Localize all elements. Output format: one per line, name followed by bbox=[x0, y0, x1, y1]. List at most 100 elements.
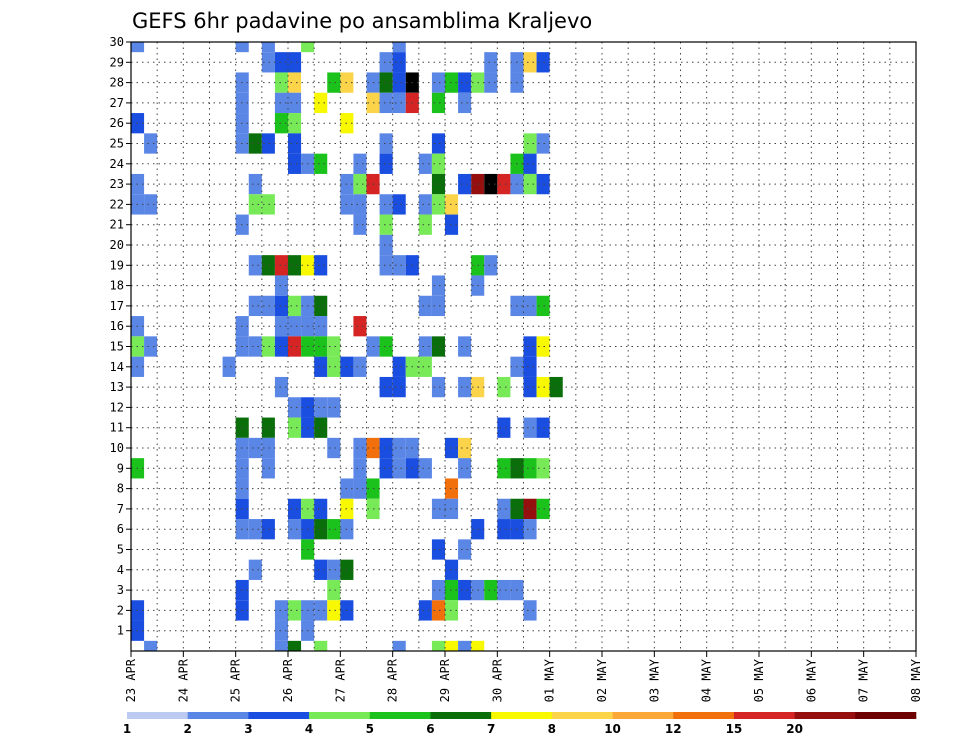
heatmap-cell bbox=[458, 173, 472, 195]
heatmap-cell bbox=[379, 52, 393, 73]
heatmap-cell bbox=[392, 42, 406, 53]
heatmap-cell bbox=[431, 579, 445, 601]
heatmap-cell bbox=[497, 519, 511, 540]
heatmap-cell bbox=[458, 92, 472, 114]
heatmap-cell bbox=[353, 316, 367, 337]
heatmap-cell bbox=[274, 620, 288, 641]
grid-lines bbox=[131, 41, 916, 651]
heatmap-cell bbox=[497, 458, 511, 479]
heatmap-cell bbox=[536, 376, 550, 398]
heatmap-cell bbox=[274, 72, 288, 93]
heatmap-cell bbox=[301, 42, 315, 53]
heatmap-cell bbox=[458, 437, 472, 459]
heatmap-cell bbox=[445, 579, 459, 601]
heatmap-cell bbox=[327, 336, 341, 357]
x-tick-label: 04 MAY bbox=[700, 658, 714, 702]
heatmap-cell bbox=[274, 640, 288, 651]
heatmap-cell bbox=[235, 42, 249, 53]
heatmap-cell bbox=[445, 437, 459, 459]
heatmap-cell bbox=[523, 336, 537, 357]
colorbar-swatch bbox=[127, 712, 188, 719]
heatmap-cell bbox=[327, 72, 341, 93]
heatmap-cell bbox=[445, 640, 459, 651]
y-tick-label: 15 bbox=[110, 340, 124, 354]
colorbar-label: 10 bbox=[604, 722, 621, 736]
heatmap-cell bbox=[248, 519, 262, 540]
heatmap-cell bbox=[523, 458, 537, 479]
heatmap-cell bbox=[392, 255, 406, 276]
x-tick-label: 08 MAY bbox=[909, 658, 923, 702]
colorbar-swatch bbox=[551, 712, 613, 719]
y-tick-label: 28 bbox=[110, 76, 124, 90]
heatmap-cell bbox=[392, 194, 406, 215]
heatmap-cell bbox=[379, 214, 393, 235]
heatmap-cell bbox=[288, 640, 302, 651]
heatmap-cell bbox=[497, 417, 511, 438]
heatmap-cell bbox=[314, 640, 328, 651]
heatmap-cell bbox=[248, 173, 262, 195]
heatmap-cell bbox=[261, 519, 275, 540]
colorbar-swatch bbox=[612, 712, 674, 719]
heatmap-cell bbox=[288, 498, 302, 520]
heatmap-cell bbox=[379, 376, 393, 398]
heatmap-cell bbox=[314, 397, 328, 418]
heatmap-cell bbox=[261, 458, 275, 479]
heatmap-cell bbox=[536, 295, 550, 317]
colorbar-swatch bbox=[309, 712, 371, 719]
heatmap-cell bbox=[497, 376, 511, 398]
heatmap-cell bbox=[418, 336, 432, 357]
y-tick-label: 18 bbox=[110, 279, 124, 293]
heatmap-cell bbox=[536, 336, 550, 357]
y-tick-label: 4 bbox=[117, 563, 124, 577]
heatmap-cell bbox=[458, 579, 472, 601]
heatmap-cell bbox=[288, 316, 302, 337]
heatmap-cell bbox=[327, 356, 341, 377]
heatmap-cell bbox=[392, 458, 406, 479]
heatmap-cell bbox=[431, 173, 445, 195]
heatmap-cell bbox=[288, 295, 302, 317]
heatmap-cell bbox=[261, 133, 275, 154]
heatmap-cell bbox=[353, 153, 367, 174]
heatmap-cell bbox=[445, 559, 459, 580]
y-tick-label: 27 bbox=[110, 96, 124, 110]
chart-title: GEFS 6hr padavine po ansamblima Kraljevo bbox=[132, 9, 592, 33]
colorbar-label: 5 bbox=[366, 722, 374, 736]
colorbar: 1 2 3 4 5 6 7 8 10 12 15 20 bbox=[123, 712, 917, 736]
y-tick-label: 29 bbox=[110, 55, 124, 69]
heatmap-cell bbox=[274, 275, 288, 296]
heatmap-cell bbox=[431, 133, 445, 154]
heatmap-cell bbox=[431, 194, 445, 215]
heatmap-cell bbox=[379, 92, 393, 114]
heatmap-cell bbox=[379, 437, 393, 459]
heatmap-cell bbox=[314, 295, 328, 317]
heatmap-cell bbox=[248, 336, 262, 357]
heatmap-cell bbox=[248, 295, 262, 317]
y-tick-label: 10 bbox=[110, 441, 124, 455]
heatmap-cell bbox=[353, 458, 367, 479]
heatmap-cell bbox=[418, 295, 432, 317]
heatmap-cell bbox=[497, 579, 511, 601]
heatmap-cell bbox=[523, 498, 537, 520]
heatmap-cell bbox=[431, 72, 445, 93]
heatmap-cell bbox=[353, 437, 367, 459]
heatmap-cell bbox=[379, 194, 393, 215]
heatmap-cell bbox=[327, 397, 341, 418]
heatmap-cell bbox=[418, 356, 432, 377]
heatmap-cell bbox=[327, 559, 341, 580]
heatmap-cell bbox=[314, 559, 328, 580]
heatmap-cell bbox=[144, 336, 158, 357]
x-tick-label: 24 APR bbox=[176, 658, 190, 702]
colorbar-label: 1 bbox=[123, 722, 131, 736]
heatmap-cell bbox=[288, 52, 302, 73]
heatmap-cell bbox=[274, 336, 288, 357]
heatmap-cell bbox=[288, 397, 302, 418]
heatmap-cell bbox=[523, 519, 537, 540]
y-tick-label: 6 bbox=[117, 522, 124, 536]
heatmap-cell bbox=[288, 72, 302, 93]
heatmap-cell bbox=[261, 42, 275, 53]
heatmap-cell bbox=[523, 356, 537, 377]
colorbar-label: 6 bbox=[426, 722, 434, 736]
x-tick-label: 03 MAY bbox=[647, 658, 661, 702]
heatmap-cell bbox=[248, 194, 262, 215]
heatmap-cell bbox=[536, 498, 550, 520]
